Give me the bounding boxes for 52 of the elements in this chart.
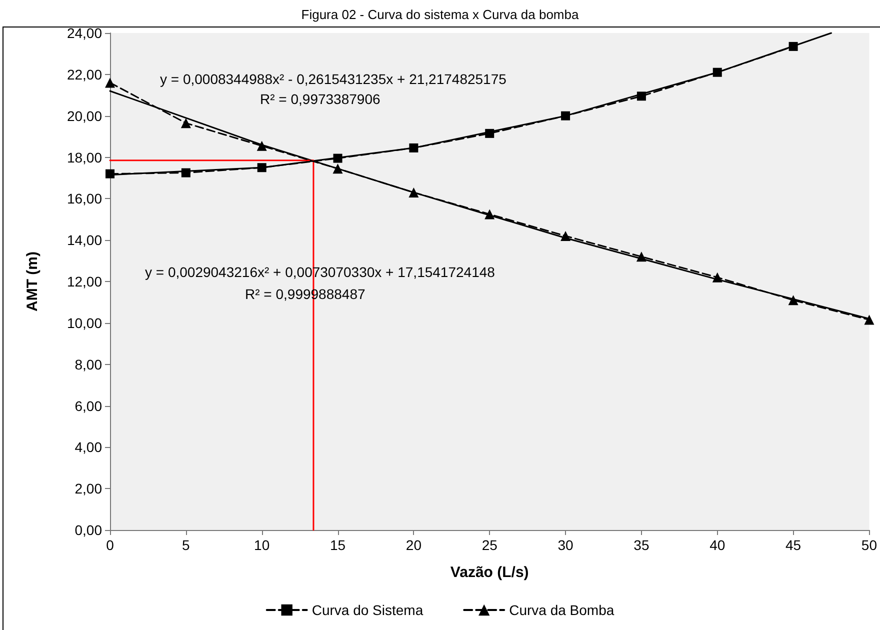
point: [333, 154, 342, 163]
y-tick-label: 12,00: [66, 274, 102, 290]
point: [408, 187, 419, 198]
point: [484, 209, 495, 220]
x-tick-label: 45: [786, 537, 802, 553]
x-tick-label: 15: [330, 537, 346, 553]
x-tick-label: 35: [634, 537, 650, 553]
point: [561, 111, 570, 120]
x-tick-label: 5: [182, 537, 190, 553]
x-tick-label: 25: [482, 537, 498, 553]
point: [105, 78, 115, 88]
legend-label: Curva do Sistema: [312, 602, 424, 618]
point: [106, 169, 114, 178]
point: [180, 118, 191, 128]
x-tick-label: 50: [861, 537, 878, 553]
point: [256, 140, 267, 151]
x-tick-label: 30: [558, 537, 574, 553]
y-tick-label: 8,00: [74, 356, 102, 372]
y-tick-label: 18,00: [66, 149, 102, 166]
point: [636, 252, 646, 262]
x-tick-label: 20: [406, 537, 422, 553]
y-tick-label: 10,00: [66, 314, 102, 331]
point: [788, 295, 798, 306]
point: [788, 42, 798, 51]
y-tick-label: 14,00: [66, 232, 102, 248]
point: [409, 143, 418, 152]
annotation: y = 0,0008344988x² - 0,2615431235x + 21,2174825175: [160, 71, 507, 87]
x-tick-label: 10: [254, 537, 270, 553]
y-tick-label: 16,00: [66, 190, 102, 207]
point: [257, 163, 266, 172]
point: [636, 92, 646, 101]
y-tick-label: 4,00: [74, 439, 102, 456]
point: [560, 230, 571, 241]
y-tick-label: 2,00: [74, 480, 102, 497]
y-tick-label: 20,00: [66, 108, 102, 124]
x-tick-label: 40: [710, 537, 726, 553]
x-axis-title: Vazão (L/s): [450, 564, 529, 581]
annotation: R² = 0,9973387906: [260, 91, 380, 107]
point: [181, 168, 190, 178]
point: [712, 272, 722, 282]
y-tick-label: 24,00: [66, 25, 102, 41]
chart-title: Figura 02 - Curva do sistema x Curva da bomba: [301, 7, 580, 22]
y-axis-title: AMT (m): [24, 252, 41, 312]
y-tick-label: 6,00: [74, 398, 102, 414]
point: [712, 68, 722, 77]
point: [332, 164, 343, 174]
legend-label: Curva da Bomba: [509, 602, 614, 618]
point: [485, 128, 494, 138]
x-tick-label: 0: [106, 537, 114, 553]
y-tick-label: 22,00: [66, 66, 102, 82]
point: [864, 314, 874, 325]
y-tick-label: 0,00: [74, 522, 102, 538]
